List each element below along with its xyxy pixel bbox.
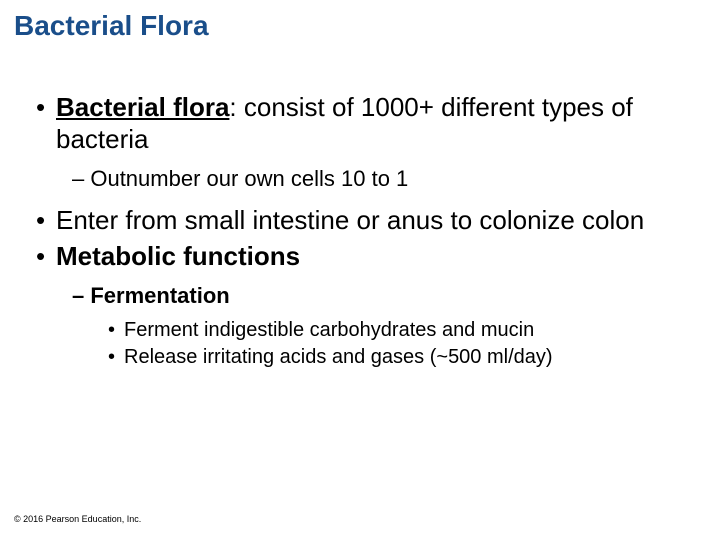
bullet-dot-icon: • <box>36 205 56 237</box>
bullet-text: Enter from small intestine or anus to co… <box>56 205 644 235</box>
bullet-text-bold: Metabolic functions <box>56 241 300 271</box>
sub2-bullet-text: Release irritating acids and gases (~500… <box>124 346 553 368</box>
bullet-dot-icon: • <box>36 92 56 124</box>
bullet-level1: •Bacterial flora: consist of 1000+ diffe… <box>36 92 690 155</box>
copyright-text: © 2016 Pearson Education, Inc. <box>14 514 141 524</box>
bullet-level2: – Outnumber our own cells 10 to 1 <box>72 165 690 193</box>
sub-bullet-text: – Outnumber our own cells 10 to 1 <box>72 166 408 191</box>
bullet-dot-icon: • <box>36 241 56 273</box>
bullet-level1: •Enter from small intestine or anus to c… <box>36 205 690 237</box>
bullet-level3: •Release irritating acids and gases (~50… <box>108 345 690 370</box>
sub-bullet-text: – Fermentation <box>72 283 230 308</box>
term-bacterial-flora: Bacterial flora <box>56 92 229 122</box>
slide-body: •Bacterial flora: consist of 1000+ diffe… <box>0 42 720 370</box>
bullet-dot-icon: • <box>108 318 124 343</box>
slide-title: Bacterial Flora <box>14 10 209 41</box>
bullet-level3: •Ferment indigestible carbohydrates and … <box>108 318 690 343</box>
bullet-level2: – Fermentation <box>72 282 690 310</box>
slide-title-region: Bacterial Flora <box>0 0 720 42</box>
sub2-bullet-text: Ferment indigestible carbohydrates and m… <box>124 319 534 341</box>
bullet-level1: •Metabolic functions <box>36 241 690 273</box>
bullet-dot-icon: • <box>108 345 124 370</box>
